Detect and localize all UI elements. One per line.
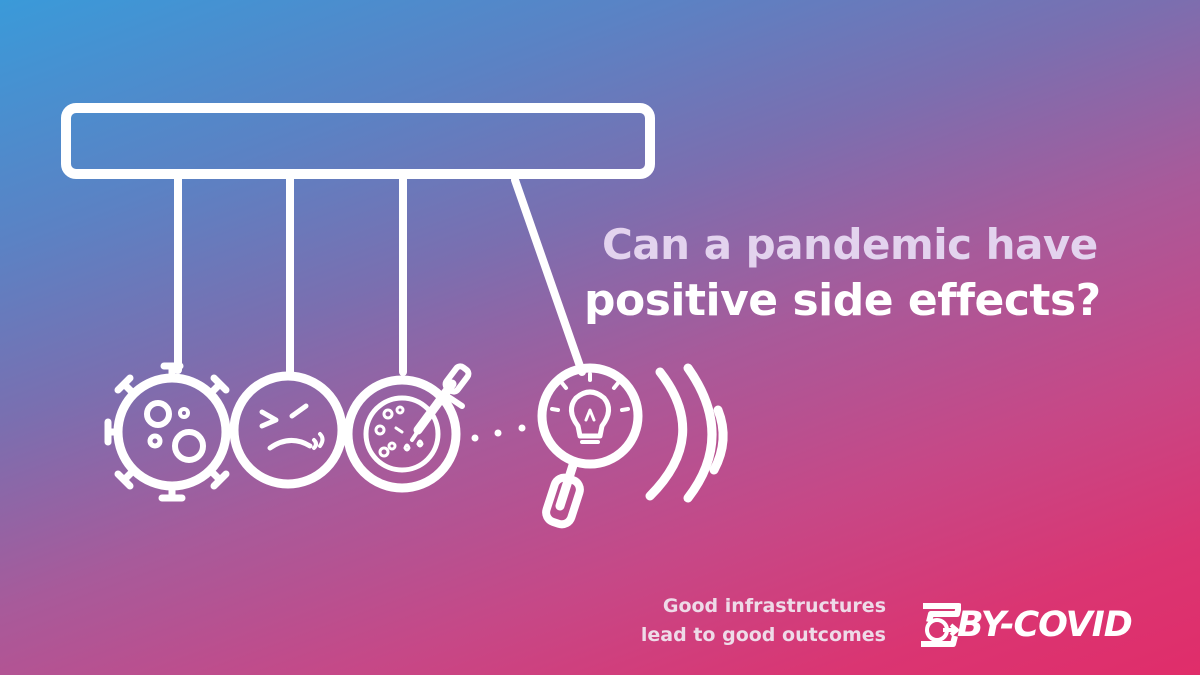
petri-dish-dropper-icon [343,363,472,493]
headline-line-2: positive side effects? [584,275,1101,326]
by-covid-logo: BY-COVID [917,600,1157,650]
headline-line-1: Can a pandemic have [602,220,1098,269]
magnifier-lightbulb-icon [537,363,643,529]
motion-dots [471,424,526,442]
tagline-line-2: lead to good outcomes [640,624,886,646]
cradle-bar [61,103,655,179]
speedometer-arrow-icon [921,603,961,647]
logo-text: BY-COVID [957,605,1133,645]
tagline-line-1: Good infrastructures [662,595,886,617]
virus-icon [104,362,231,502]
motion-arcs [645,363,728,503]
headline: Can a pandemic have positive side effect… [584,218,1186,330]
cradle-strings [174,174,586,376]
tagline: Good infrastructures lead to good outcom… [566,592,886,650]
sick-face-icon [229,371,347,489]
